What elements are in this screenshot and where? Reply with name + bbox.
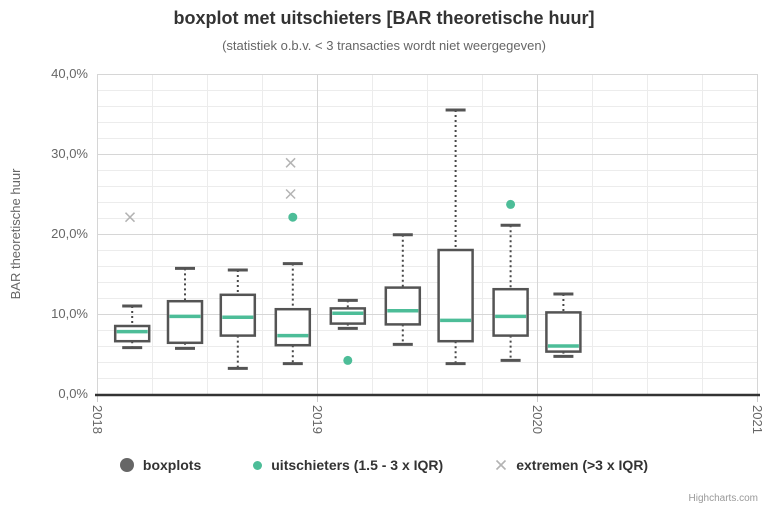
svg-text:2018: 2018 <box>90 405 105 434</box>
extreme-point <box>285 188 296 200</box>
svg-text:10,0%: 10,0% <box>51 306 88 321</box>
gridlines <box>97 74 758 402</box>
boxplots-circle-icon <box>119 458 134 472</box>
outlier-dot-icon <box>253 460 263 470</box>
svg-text:0,0%: 0,0% <box>58 386 88 401</box>
legend-label-uitschieters: uitschieters (1.5 - 3 x IQR) <box>271 457 444 473</box>
legend-label-boxplots: boxplots <box>142 457 202 473</box>
outlier-point <box>288 212 298 222</box>
x-axis-labels: 2018 2019 2020 2021 <box>90 405 765 434</box>
boxplot <box>329 298 367 330</box>
boxplot <box>274 262 312 366</box>
svg-text:2019: 2019 <box>310 405 325 434</box>
chart-title: boxplot met uitschieters [BAR theoretisc… <box>173 8 595 28</box>
boxplot <box>384 233 422 346</box>
extreme-cross-icon <box>495 459 507 471</box>
extreme-point <box>285 157 296 168</box>
legend-label-extremen: extremen (>3 x IQR) <box>516 457 649 473</box>
boxplot <box>437 108 474 366</box>
outlier-points <box>288 199 516 365</box>
boxplot <box>166 266 204 350</box>
boxplot <box>219 268 257 370</box>
y-axis-labels: 0,0% 10,0% 20,0% 30,0% 40,0% <box>51 66 88 401</box>
svg-text:30,0%: 30,0% <box>51 146 88 161</box>
plot-area: 0,0% 10,0% 20,0% 30,0% 40,0% 2018 2019 2020 2021… <box>8 66 765 434</box>
boxplot <box>545 292 582 358</box>
extreme-points <box>124 157 296 223</box>
chart-subtitle: (statistiek o.b.v. < 3 transacties wordt… <box>222 38 546 53</box>
boxplot-series <box>113 108 582 370</box>
svg-text:2020: 2020 <box>530 405 545 434</box>
svg-text:20,0%: 20,0% <box>51 226 88 241</box>
y-axis-title: BAR theoretische huur <box>8 168 23 299</box>
svg-text:40,0%: 40,0% <box>51 66 88 81</box>
boxplot <box>113 304 151 350</box>
highcharts-credits-link[interactable]: Highcharts.com <box>688 493 758 504</box>
extreme-point <box>124 212 136 223</box>
legend-item-uitschieters[interactable]: uitschieters (1.5 - 3 x IQR) <box>253 457 443 473</box>
outlier-point <box>343 355 353 365</box>
legend-item-boxplots[interactable]: boxplots <box>119 457 202 473</box>
legend-item-extremen[interactable]: extremen (>3 x IQR) <box>495 457 648 473</box>
boxplot <box>492 223 529 362</box>
svg-text:2021: 2021 <box>750 405 765 434</box>
legend: boxplots uitschieters (1.5 - 3 x IQR) ex… <box>0 457 768 473</box>
outlier-point <box>506 199 516 209</box>
